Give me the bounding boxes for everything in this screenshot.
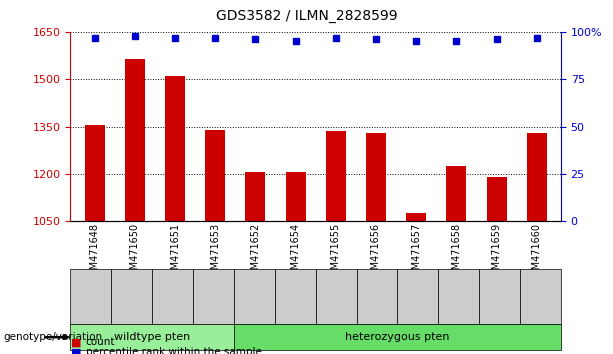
Bar [446, 166, 466, 221]
Text: ■: ■ [70, 347, 81, 354]
Text: heterozygous pten: heterozygous pten [345, 332, 450, 342]
Text: GDS3582 / ILMN_2828599: GDS3582 / ILMN_2828599 [216, 9, 397, 23]
Bar [406, 213, 426, 221]
Bar [165, 76, 185, 221]
Text: genotype/variation: genotype/variation [3, 332, 102, 342]
Text: ■: ■ [70, 337, 81, 347]
Bar [527, 133, 547, 221]
Bar [366, 133, 386, 221]
Bar [487, 177, 506, 221]
Bar [205, 130, 225, 221]
Bar [326, 131, 346, 221]
Bar [245, 172, 265, 221]
Bar [85, 125, 105, 221]
Text: count: count [86, 337, 115, 347]
Bar [125, 59, 145, 221]
Text: wildtype pten: wildtype pten [114, 332, 191, 342]
Text: percentile rank within the sample: percentile rank within the sample [86, 347, 262, 354]
Bar [286, 172, 306, 221]
